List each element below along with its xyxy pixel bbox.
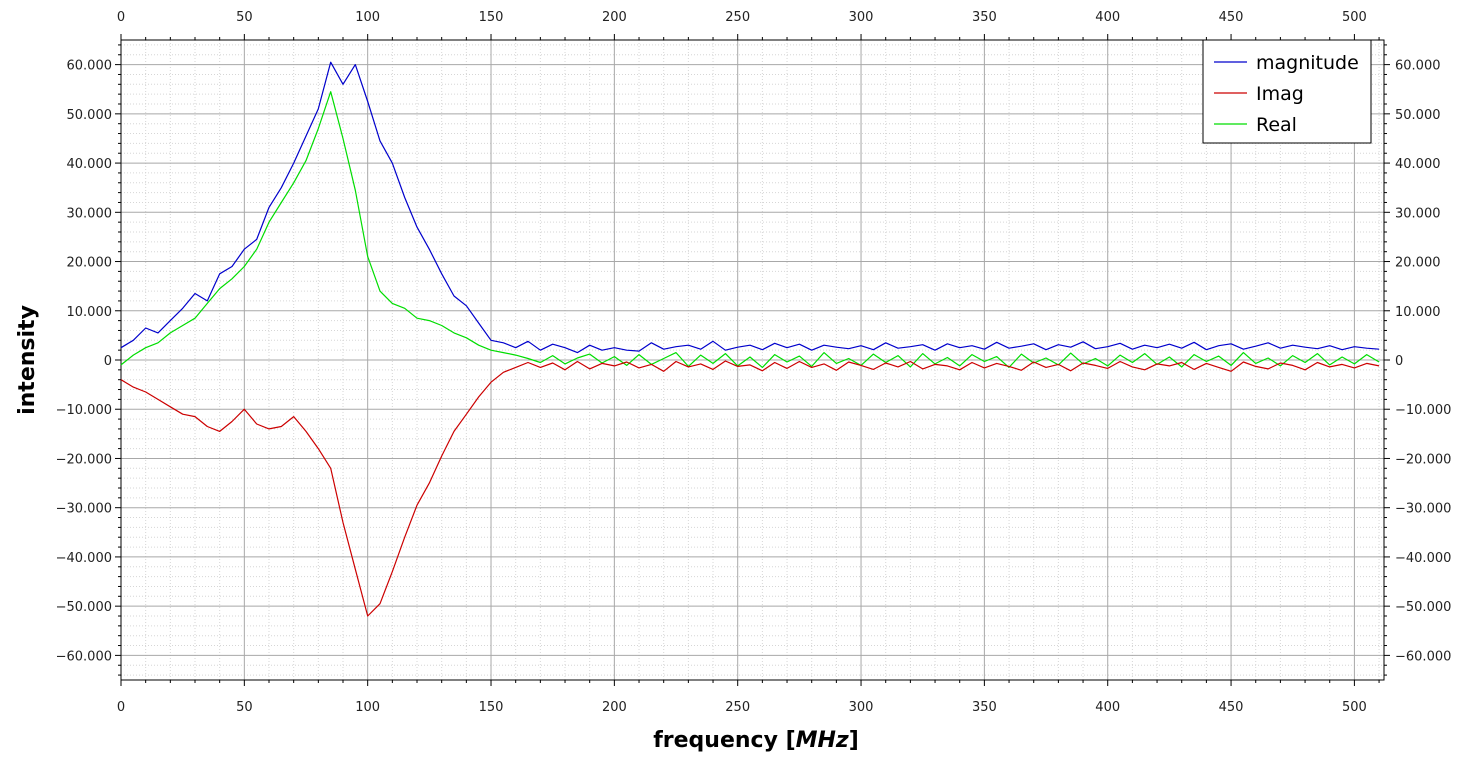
y-tick-label: −20.000 [1395,452,1451,467]
y-tick-label: −40.000 [1395,551,1451,566]
x-tick-label: 300 [849,700,874,715]
x-tick-label: 300 [849,10,874,25]
x-axis-title: frequency [MHz] [653,728,859,753]
x-tick-label: 500 [1342,10,1367,25]
x-axis-unit: MHz [796,728,849,753]
y-tick-label: 60.000 [67,59,113,74]
y-axis-title: intensity [15,305,40,415]
y-tick-label: 20.000 [67,256,113,271]
x-tick-label: 450 [1219,10,1244,25]
legend-items: magnitude Imag Real [1214,52,1359,136]
x-tick-label: 350 [972,700,997,715]
x-tick-label: 500 [1342,700,1367,715]
y-tick-label: −60.000 [56,649,112,664]
x-tick-label: 150 [479,10,504,25]
y-tick-label: 20.000 [1395,256,1441,271]
y-tick-label: −20.000 [56,452,112,467]
y-tick-label: −10.000 [56,403,112,418]
x-tick-labels-bottom: 0 50 100 150 200 250 300 350 400 450 500 [117,700,1367,715]
x-tick-labels-top: 0 50 100 150 200 250 300 350 400 450 500 [117,10,1367,25]
y-tick-label: 10.000 [67,305,113,320]
y-tick-labels-left: 60.000 50.000 40.000 30.000 20.000 10.000 0 −10… [56,59,112,665]
legend-label-real: Real [1256,114,1297,136]
y-tick-label: 30.000 [67,206,113,221]
minor-grid [121,40,1384,680]
y-tick-label: −50.000 [1395,600,1451,615]
x-tick-label: 0 [117,700,125,715]
legend-box [1202,39,1372,144]
series-layer [120,61,1380,617]
x-tick-label: 250 [725,700,750,715]
x-tick-label: 50 [236,700,253,715]
y-tick-label: −30.000 [1395,502,1451,517]
y-tick-label: 40.000 [67,157,113,172]
y-tick-label: −10.000 [1395,403,1451,418]
y-tick-label: −40.000 [56,551,112,566]
y-tick-label: 30.000 [1395,206,1441,221]
x-axis-label: frequency [653,728,778,753]
x-tick-label: 200 [602,10,627,25]
y-tick-label: 50.000 [67,108,113,123]
x-tick-label: 450 [1219,700,1244,715]
y-tick-label: −60.000 [1395,649,1451,664]
major-grid [120,40,1384,680]
legend-label-magnitude: magnitude [1256,52,1359,74]
y-tick-label: 40.000 [1395,157,1441,172]
x-tick-label: 350 [972,10,997,25]
series-line-magnitude [120,61,1380,354]
x-tick-label: 100 [355,10,380,25]
series-line-imag [120,360,1380,617]
y-tick-label: 60.000 [1395,59,1441,74]
series-line-real [120,91,1380,368]
x-tick-label: 200 [602,700,627,715]
y-tick-label: 0 [104,354,112,369]
y-tick-label: −30.000 [56,502,112,517]
y-tick-label: −50.000 [56,600,112,615]
x-tick-label: 250 [725,10,750,25]
x-tick-label: 50 [236,10,253,25]
y-tick-label: 10.000 [1395,305,1441,320]
x-tick-label: 100 [355,700,380,715]
legend: magnitude Imag Real [1202,39,1372,144]
x-tick-label: 150 [479,700,504,715]
y-tick-labels-right: 60.000 50.000 40.000 30.000 20.000 10.000 0 −10… [1395,59,1451,665]
x-tick-label: 0 [117,10,125,25]
x-tick-label: 400 [1095,10,1120,25]
x-tick-label: 400 [1095,700,1120,715]
legend-label-imag: Imag [1256,83,1304,105]
y-tick-label: 50.000 [1395,108,1441,123]
y-tick-label: 0 [1395,354,1403,369]
